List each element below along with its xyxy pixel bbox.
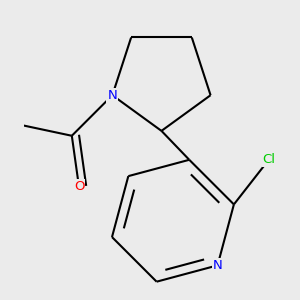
Text: N: N xyxy=(107,89,117,102)
Text: O: O xyxy=(74,180,84,194)
Text: Cl: Cl xyxy=(263,153,276,166)
Text: N: N xyxy=(213,259,222,272)
